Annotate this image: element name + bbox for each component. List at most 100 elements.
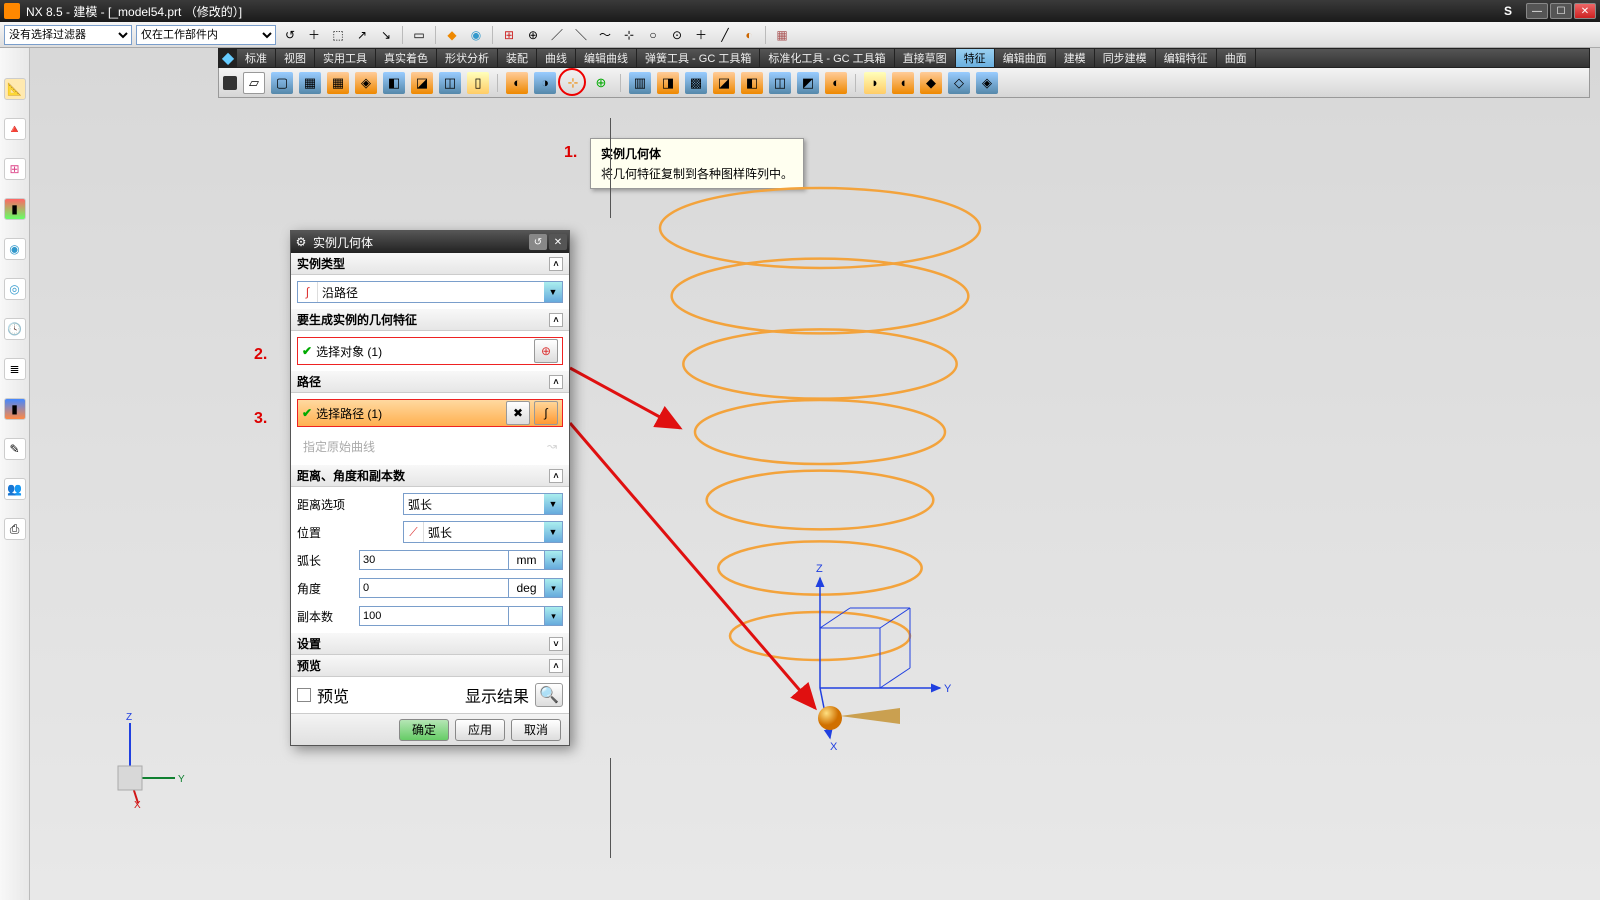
- ribbon-tool-icon[interactable]: ▯: [467, 72, 489, 94]
- ribbon-tool-icon[interactable]: ◧: [741, 72, 763, 94]
- ribbon-tool-icon[interactable]: ◐: [506, 72, 528, 94]
- ribbon-tab[interactable]: 曲线: [537, 49, 576, 67]
- chevron-up-icon[interactable]: ˄: [549, 469, 563, 483]
- canvas-3d-view[interactable]: ◆ 标准视图实用工具真实着色形状分析装配曲线编辑曲线弹簧工具 - GC 工具箱标…: [30, 48, 1600, 900]
- ribbon-tab[interactable]: 特征: [956, 49, 995, 67]
- ribbon-tab[interactable]: 真实着色: [376, 49, 437, 67]
- ribbon-tool-icon[interactable]: ▥: [629, 72, 651, 94]
- ribbon-tool-icon[interactable]: ◩: [797, 72, 819, 94]
- tool-icon[interactable]: ⊙: [667, 25, 687, 45]
- ribbon-tool-icon[interactable]: ◫: [439, 72, 461, 94]
- ribbon-tool-icon[interactable]: ◑: [534, 72, 556, 94]
- dialog-reset-button[interactable]: ↺: [529, 234, 547, 250]
- instance-type-dropdown[interactable]: ∫ 沿路径 ▼: [297, 281, 563, 303]
- minimize-button[interactable]: —: [1526, 3, 1548, 19]
- ribbon-tool-icon[interactable]: ◨: [657, 72, 679, 94]
- arclength-input[interactable]: [359, 550, 509, 570]
- ribbon-tool-icon[interactable]: ◐: [825, 72, 847, 94]
- ribbon-tab[interactable]: 标准: [237, 49, 276, 67]
- tool-icon[interactable]: ＋: [691, 25, 711, 45]
- ribbon-tool-icon[interactable]: ◗: [864, 72, 886, 94]
- ribbon-tab[interactable]: 标准化工具 - GC 工具箱: [760, 49, 894, 67]
- path-icon[interactable]: ∫: [534, 401, 558, 425]
- curve-rule-icon[interactable]: ✖: [506, 401, 530, 425]
- ribbon-tab[interactable]: 实用工具: [315, 49, 376, 67]
- section-geometry[interactable]: 要生成实例的几何特征˄: [291, 309, 569, 331]
- spinner-icon[interactable]: ▾: [545, 550, 563, 570]
- rail-icon[interactable]: ⊞: [4, 158, 26, 180]
- close-button[interactable]: ✕: [1574, 3, 1596, 19]
- section-path[interactable]: 路径˄: [291, 371, 569, 393]
- chevron-down-icon[interactable]: ▼: [544, 282, 562, 302]
- tool-icon[interactable]: ／: [547, 25, 567, 45]
- gear-icon[interactable]: ⚙: [293, 234, 309, 250]
- ribbon-tool-icon[interactable]: ▱: [243, 72, 265, 94]
- tool-icon[interactable]: 〜: [595, 25, 615, 45]
- ribbon-tab[interactable]: 编辑特征: [1156, 49, 1217, 67]
- section-settings[interactable]: 设置˅: [291, 633, 569, 655]
- section-distance[interactable]: 距离、角度和副本数˄: [291, 465, 569, 487]
- tool-icon[interactable]: ⊞: [499, 25, 519, 45]
- cancel-button[interactable]: 取消: [511, 719, 561, 741]
- gear-icon[interactable]: [223, 76, 237, 90]
- chevron-down-icon[interactable]: ˅: [549, 637, 563, 651]
- select-object-row[interactable]: ✔ 选择对象 (1) ⊕: [297, 337, 563, 365]
- tool-icon[interactable]: ↘: [376, 25, 396, 45]
- chevron-up-icon[interactable]: ˄: [549, 257, 563, 271]
- tool-icon[interactable]: ↺: [280, 25, 300, 45]
- tool-icon[interactable]: ▭: [409, 25, 429, 45]
- section-instance-type[interactable]: 实例类型˄: [291, 253, 569, 275]
- select-target-icon[interactable]: ⊕: [534, 339, 558, 363]
- rail-icon[interactable]: 📐: [4, 78, 26, 100]
- rail-icon[interactable]: ◎: [4, 278, 26, 300]
- rail-icon[interactable]: 🔺: [4, 118, 26, 140]
- maximize-button[interactable]: ☐: [1550, 3, 1572, 19]
- instance-geometry-icon[interactable]: ⊹: [562, 72, 584, 94]
- magnifier-icon[interactable]: 🔍: [535, 683, 563, 707]
- scope-filter-dropdown[interactable]: 仅在工作部件内: [136, 25, 276, 45]
- select-path-row[interactable]: ✔ 选择路径 (1) ✖ ∫: [297, 399, 563, 427]
- ribbon-tool-icon[interactable]: ◆: [920, 72, 942, 94]
- tool-icon[interactable]: ＼: [571, 25, 591, 45]
- rail-icon[interactable]: ⎙: [4, 518, 26, 540]
- ribbon-tab[interactable]: 视图: [276, 49, 315, 67]
- rail-icon[interactable]: ▮: [4, 398, 26, 420]
- rail-icon[interactable]: ◉: [4, 238, 26, 260]
- ribbon-tool-icon[interactable]: ◈: [355, 72, 377, 94]
- dialog-titlebar[interactable]: ⚙ 实例几何体 ↺ ✕: [291, 231, 569, 253]
- preview-checkbox[interactable]: [297, 688, 311, 702]
- ribbon-tab[interactable]: 弹簧工具 - GC 工具箱: [637, 49, 760, 67]
- ribbon-tool-icon[interactable]: ◪: [411, 72, 433, 94]
- ribbon-tool-icon[interactable]: ⊕: [590, 72, 612, 94]
- tool-icon[interactable]: ⬚: [328, 25, 348, 45]
- ribbon-tab[interactable]: 同步建模: [1095, 49, 1156, 67]
- chevron-up-icon[interactable]: ˄: [549, 375, 563, 389]
- tool-icon[interactable]: ╱: [715, 25, 735, 45]
- ribbon-tool-icon[interactable]: ▦: [299, 72, 321, 94]
- ribbon-tool-icon[interactable]: ▦: [327, 72, 349, 94]
- ribbon-tool-icon[interactable]: ▢: [271, 72, 293, 94]
- ok-button[interactable]: 确定: [399, 719, 449, 741]
- ribbon-tab[interactable]: 直接草图: [895, 49, 956, 67]
- rail-icon[interactable]: ▮: [4, 198, 26, 220]
- chevron-up-icon[interactable]: ˄: [549, 313, 563, 327]
- tool-icon[interactable]: ⊹: [619, 25, 639, 45]
- rail-icon[interactable]: 🕓: [4, 318, 26, 340]
- tool-icon[interactable]: ○: [643, 25, 663, 45]
- tool-icon[interactable]: ◐: [739, 25, 759, 45]
- ribbon-tool-icon[interactable]: ◈: [976, 72, 998, 94]
- ribbon-tool-icon[interactable]: ◧: [383, 72, 405, 94]
- dialog-close-button[interactable]: ✕: [549, 234, 567, 250]
- section-preview[interactable]: 预览˄: [291, 655, 569, 677]
- selection-filter-dropdown[interactable]: 没有选择过滤器: [4, 25, 132, 45]
- tool-icon[interactable]: ⊕: [523, 25, 543, 45]
- ribbon-tab[interactable]: 编辑曲线: [576, 49, 637, 67]
- ribbon-tab[interactable]: 编辑曲面: [995, 49, 1056, 67]
- ribbon-tool-icon[interactable]: ◫: [769, 72, 791, 94]
- apply-button[interactable]: 应用: [455, 719, 505, 741]
- ribbon-tab[interactable]: 装配: [498, 49, 537, 67]
- spinner-icon[interactable]: ▾: [545, 606, 563, 626]
- ribbon-tab[interactable]: 建模: [1056, 49, 1095, 67]
- copies-input[interactable]: [359, 606, 509, 626]
- tool-icon[interactable]: ▦: [772, 25, 792, 45]
